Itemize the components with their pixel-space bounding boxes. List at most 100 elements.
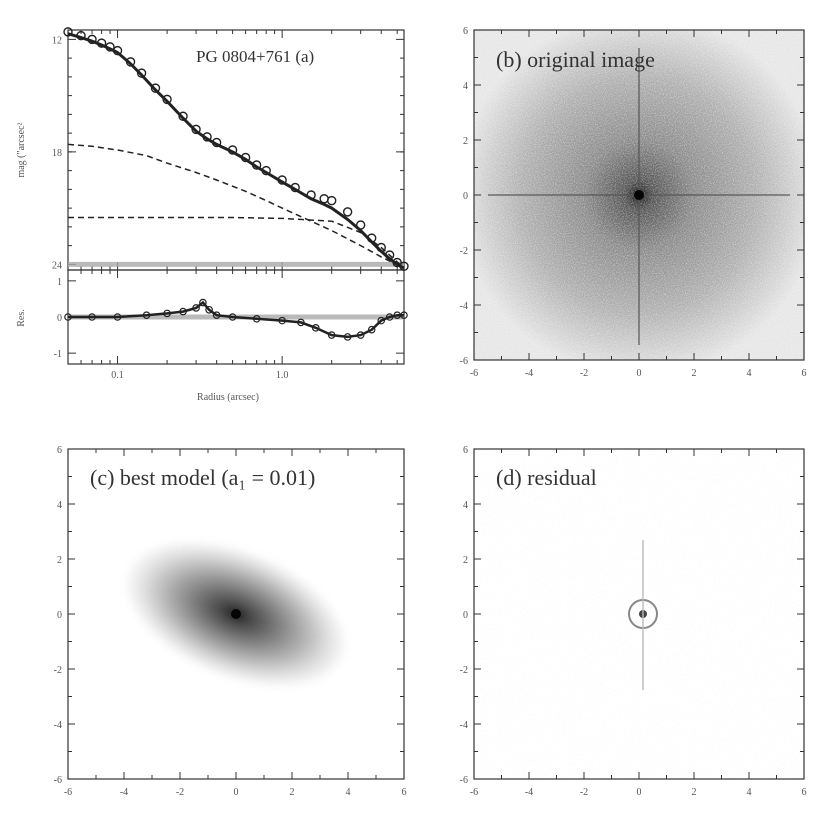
residual-data-point [142,311,151,319]
image-y-tick-label: 6 [57,445,62,456]
panel-c-ticks: -6-6 -4 -4 -2 -2 0 0 2 2 4 4 6 6 [54,445,407,798]
image-y-tick-label: -2 [460,246,468,257]
panel-b-original-image: (b) original image -6-6 -4 -4 -2 -2 0 0 2 2 4 4 6 6 [460,26,807,379]
panel-c-title: (c) best model (a₁ = 0.01) [90,465,315,490]
image-y-tick-label: 6 [463,26,468,37]
image-y-tick-label: 4 [57,500,62,511]
image-x-tick-label: -6 [470,787,478,798]
image-y-tick-label: -6 [460,356,468,367]
residual-data-point [385,313,394,321]
residual-data-point [297,318,305,327]
image-x-tick-label: 2 [290,787,295,798]
image-y-tick-label: 2 [57,555,62,566]
panel-a-profile: PG 0804+761 (a) mag ("arcsec² Res. Radiu… [16,27,409,403]
image-x-tick-label: 0 [234,787,239,798]
image-x-tick-label: 6 [802,787,807,798]
profile-data-point [319,194,329,204]
image-y-tick-label: 0 [463,191,468,202]
residual-data-point [212,311,221,319]
panel-a-residual-ylabel: Res. [16,309,27,327]
panel-b-nucleus [634,190,644,200]
panel-a-ylabel: mag ("arcsec² [16,122,27,177]
image-y-tick-label: 0 [463,610,468,621]
image-y-tick-label: -6 [54,775,62,786]
residual-data-point [252,315,261,323]
image-x-tick-label: 6 [402,787,407,798]
residual-data-point [343,333,352,341]
residual-y-tick-label: 1 [57,277,62,288]
residual-y-tick-label: 0 [57,313,62,324]
image-y-tick-label: 4 [463,81,468,92]
image-x-tick-label: -4 [525,787,533,798]
panel-c-nucleus [231,609,241,619]
profile-data-point [326,195,337,206]
profile-data-point [63,27,73,37]
profile-model-line [67,32,405,270]
panel-b-title: (b) original image [496,47,655,72]
panel-a-xlabel: Radius (arcsec) [197,392,259,403]
image-x-tick-label: -4 [120,787,128,798]
image-x-tick-label: -6 [64,787,72,798]
image-x-tick-label: 4 [747,368,752,379]
residual-data-point [64,313,72,321]
residual-data-point [400,311,408,319]
image-x-tick-label: 4 [346,787,351,798]
panel-d-title: (d) residual [496,465,597,490]
image-x-tick-label: 6 [802,368,807,379]
residual-y-tick-label: -1 [54,349,62,360]
residual-data-point [163,309,171,318]
image-y-tick-label: 6 [463,445,468,456]
y-tick-label: 12 [52,35,62,46]
image-x-tick-label: 2 [692,787,697,798]
image-y-tick-label: 4 [463,500,468,511]
panel-a-series [63,27,409,341]
x-tick-label: 0.1 [111,370,124,381]
image-y-tick-label: 2 [463,136,468,147]
image-x-tick-label: -2 [580,368,588,379]
panel-c-best-model: (c) best model (a₁ = 0.01) -6-6 -4 -4 -2 -2 0… [54,445,407,798]
residual-data-point [199,298,207,307]
profile-data-point [150,83,161,93]
y-tick-label: 18 [52,148,62,159]
profile-component-2 [67,143,405,269]
image-y-tick-label: -6 [460,775,468,786]
residual-data-point [228,313,237,321]
profile-component-3 [68,216,405,269]
image-y-tick-label: 2 [463,555,468,566]
image-y-tick-label: -4 [460,720,468,731]
image-y-tick-label: -4 [54,720,62,731]
residual-data-point [88,313,96,321]
residual-data-point [311,324,320,332]
image-x-tick-label: 2 [692,368,697,379]
panel-d-ticks: -6-6 -4 -4 -2 -2 0 0 2 2 4 4 6 6 [460,445,807,798]
image-x-tick-label: 0 [637,368,642,379]
residual-data-point [356,331,365,339]
y-tick-label: 24 [52,260,62,271]
profile-data-point [342,207,353,217]
panel-a-ticks: 0.1 1.0 12 18 24 1 0 -1 [52,30,404,381]
image-y-tick-label: -2 [460,665,468,676]
image-x-tick-label: -6 [470,368,478,379]
x-tick-label: 1.0 [276,370,289,381]
residual-line [68,300,404,339]
image-y-tick-label: 0 [57,610,62,621]
residual-data-point [192,304,200,312]
image-x-tick-label: 4 [747,787,752,798]
residual-data-point [367,325,376,334]
residual-data-point [205,305,213,314]
panel-a-title: PG 0804+761 (a) [196,47,314,66]
profile-data-point [191,124,201,135]
residual-data-point [278,316,286,325]
residual-data-point [377,316,386,325]
panel-b-ticks: -6-6 -4 -4 -2 -2 0 0 2 2 4 4 6 6 [460,26,807,379]
residual-data-point [179,307,187,316]
residual-data-point [113,313,122,321]
panel-d-residual: (d) residual -6-6 -4 -4 -2 -2 0 0 2 2 4 4 6 6 [460,445,807,798]
image-x-tick-label: -2 [580,787,588,798]
residual-data-point [327,331,336,339]
image-x-tick-label: -2 [176,787,184,798]
image-y-tick-label: -4 [460,301,468,312]
image-x-tick-label: -4 [525,368,533,379]
image-x-tick-label: 0 [637,787,642,798]
